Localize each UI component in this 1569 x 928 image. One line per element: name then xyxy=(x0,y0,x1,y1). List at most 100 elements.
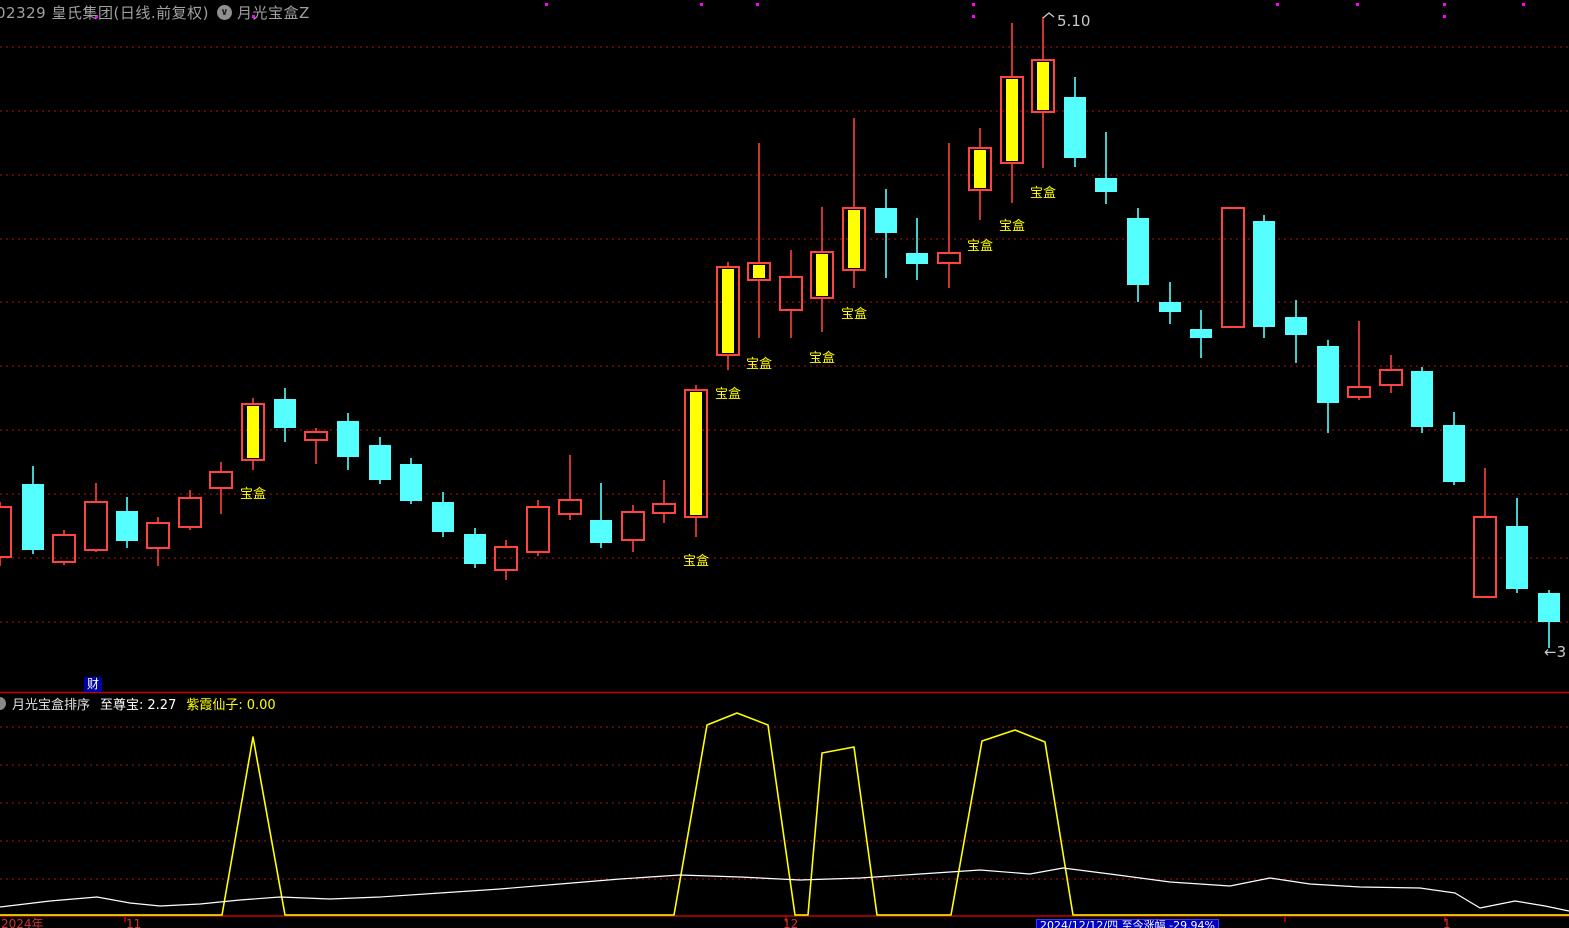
candle-down[interactable] xyxy=(1443,425,1465,482)
candle-up[interactable] xyxy=(558,499,582,515)
baohe-signal-label: 宝盒 xyxy=(841,306,867,322)
baohe-signal-label: 宝盒 xyxy=(683,553,709,569)
magenta-marker-dot xyxy=(1356,3,1359,6)
candle-signal[interactable] xyxy=(716,266,740,356)
price-annotation: 5.10 xyxy=(1057,12,1090,30)
baohe-signal-label: 宝盒 xyxy=(746,356,772,372)
date-label: 1 xyxy=(1443,917,1451,928)
stock-title: 02329 皇氏集团(日线.前复权) xyxy=(0,3,209,22)
magenta-marker-dot xyxy=(972,15,975,18)
candle-signal-stripe xyxy=(753,265,765,278)
candle-down[interactable] xyxy=(1317,346,1339,403)
magenta-marker-dot xyxy=(95,15,98,18)
baohe-signal-label: 宝盒 xyxy=(240,486,266,502)
candle-signal[interactable] xyxy=(747,262,771,281)
candle-down[interactable] xyxy=(1538,593,1560,622)
candle-down[interactable] xyxy=(1064,97,1086,158)
date-label: 12 xyxy=(783,917,799,928)
magenta-marker-dot xyxy=(972,3,975,6)
candle-up[interactable] xyxy=(526,506,550,553)
candle-down[interactable] xyxy=(1285,317,1307,335)
candle-down[interactable] xyxy=(274,399,296,428)
candle-up[interactable] xyxy=(146,522,170,549)
indicator-selector[interactable]: 月光宝盒Z xyxy=(236,3,310,22)
indicator-dropdown-icon[interactable]: ∨ xyxy=(216,4,232,20)
candle-down[interactable] xyxy=(1253,221,1275,327)
magenta-marker-dot xyxy=(545,3,548,6)
candle-up[interactable] xyxy=(0,506,12,558)
magenta-marker-dot xyxy=(1276,3,1279,6)
series-ref-white xyxy=(0,867,1569,912)
magenta-marker-dot xyxy=(700,3,703,6)
candle-up[interactable] xyxy=(304,431,328,441)
candle-down[interactable] xyxy=(590,520,612,543)
date-info-box: 2024/12/12/四 至今涨幅 -29.94% xyxy=(1036,919,1220,928)
candle-down[interactable] xyxy=(369,445,391,480)
candle-up[interactable] xyxy=(1347,386,1371,398)
indicator-field-zhizunbao: 至尊宝: 2.27 xyxy=(100,698,177,713)
candle-up[interactable] xyxy=(652,503,676,514)
candle-signal[interactable] xyxy=(842,207,866,271)
candle-down[interactable] xyxy=(1095,178,1117,192)
zhizunbao-value: 2.27 xyxy=(147,698,177,713)
candle-down[interactable] xyxy=(1190,329,1212,338)
candle-signal-stripe xyxy=(848,210,860,268)
candle-down[interactable] xyxy=(464,534,486,564)
candle-up[interactable] xyxy=(84,501,108,551)
candle-down[interactable] xyxy=(906,253,928,264)
sub-indicator-name[interactable]: 月光宝盒排序 xyxy=(12,698,91,713)
candle-signal[interactable] xyxy=(968,147,992,191)
candle-up[interactable] xyxy=(178,497,202,528)
candle-signal-stripe xyxy=(690,392,702,515)
indicator-field-zixiaxianzi: 紫霞仙子: 0.00 xyxy=(186,698,276,713)
candle-down[interactable] xyxy=(1159,302,1181,312)
candle-down[interactable] xyxy=(1411,371,1433,427)
sub-indicator-header: 月光宝盒排序 至尊宝: 2.27 紫霞仙子: 0.00 xyxy=(0,695,276,713)
candle-down[interactable] xyxy=(116,511,138,541)
candle-down[interactable] xyxy=(1127,218,1149,285)
candle-up[interactable] xyxy=(494,546,518,571)
date-label: 11 xyxy=(126,917,142,928)
candle-down[interactable] xyxy=(875,208,897,233)
candle-signal[interactable] xyxy=(1000,76,1024,164)
candle-up[interactable] xyxy=(1473,516,1497,598)
magenta-marker-dot xyxy=(1443,15,1446,18)
tab-finance[interactable]: 财 xyxy=(84,677,103,692)
candle-up[interactable] xyxy=(52,534,76,563)
indicator-bullet-icon[interactable] xyxy=(0,697,6,710)
candle-up[interactable] xyxy=(1221,207,1245,328)
date-axis[interactable]: 2024年 11 12 1 2024/12/12/四 至今涨幅 -29.94% xyxy=(0,917,1569,928)
zixiaxianzi-value: 0.00 xyxy=(246,698,276,713)
magenta-marker-dot xyxy=(252,15,255,18)
candle-down[interactable] xyxy=(400,464,422,501)
candle-up[interactable] xyxy=(621,511,645,541)
candle-down[interactable] xyxy=(22,484,44,550)
candle-down[interactable] xyxy=(337,421,359,457)
magenta-marker-dot xyxy=(1522,3,1525,6)
candle-signal-stripe xyxy=(1037,62,1049,110)
magenta-marker-dot xyxy=(756,3,759,6)
candle-up[interactable] xyxy=(937,252,961,264)
candle-signal[interactable] xyxy=(241,403,265,461)
candle-down[interactable] xyxy=(1506,526,1528,589)
candle-up[interactable] xyxy=(209,471,233,489)
candle-up[interactable] xyxy=(1379,369,1403,386)
baohe-signal-label: 宝盒 xyxy=(999,218,1025,234)
candle-up[interactable] xyxy=(779,276,803,311)
baohe-signal-label: 宝盒 xyxy=(715,386,741,402)
candle-signal-stripe xyxy=(1006,79,1018,161)
candle-signal-stripe xyxy=(247,406,259,458)
magenta-marker-dot xyxy=(1443,3,1446,6)
candle-signal[interactable] xyxy=(1031,59,1055,113)
candle-signal-stripe xyxy=(816,254,828,296)
candle-signal-stripe xyxy=(722,269,734,353)
date-label: 2024年 xyxy=(1,917,44,928)
candle-down[interactable] xyxy=(432,502,454,532)
price-arrow xyxy=(1042,12,1055,19)
candle-signal[interactable] xyxy=(810,251,834,299)
candle-signal[interactable] xyxy=(684,389,708,518)
baohe-signal-label: 宝盒 xyxy=(809,350,835,366)
chart-header: 02329 皇氏集团(日线.前复权) ∨ 月光宝盒Z xyxy=(0,2,310,22)
